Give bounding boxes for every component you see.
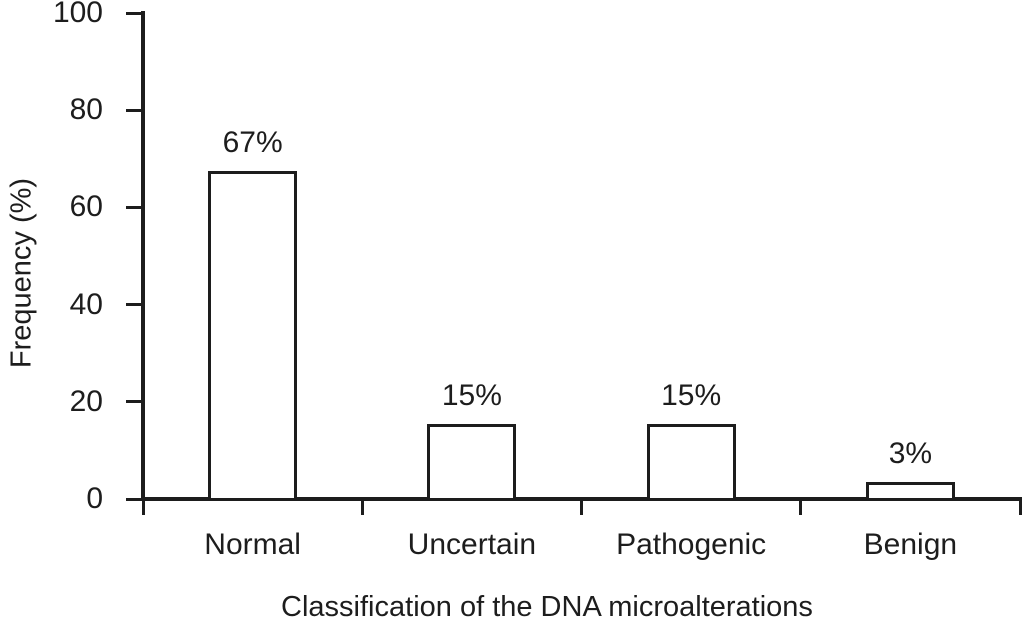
y-tick [126, 11, 143, 15]
x-tick [799, 497, 803, 515]
bar-value-label: 67% [222, 126, 283, 160]
category-label: Uncertain [407, 528, 537, 561]
x-tick [360, 497, 364, 515]
y-tick-label: 100 [52, 0, 103, 29]
x-tick [1018, 497, 1022, 515]
y-tick [126, 497, 143, 501]
x-tick [580, 497, 583, 515]
bar [208, 171, 298, 501]
bar-value-label: 3% [888, 437, 933, 471]
y-tick [126, 205, 143, 209]
plot-area: 0 20 40 60 80 100 67% Normal 15% Uncertain 15% Path… [53, 0, 1022, 561]
y-axis-line [141, 11, 145, 501]
category-label: Pathogenic [616, 528, 767, 561]
bar [646, 424, 736, 501]
x-tick [141, 497, 145, 515]
bar [865, 482, 955, 501]
category-label: Normal [204, 528, 301, 561]
y-tick [126, 108, 143, 112]
bar-value-label: 15% [441, 379, 502, 413]
category-label: Benign [863, 528, 958, 561]
y-tick-label: 60 [69, 190, 103, 224]
y-tick-label: 80 [69, 93, 103, 127]
y-tick [126, 303, 143, 307]
bar-value-label: 15% [661, 379, 722, 413]
y-tick-label: 20 [69, 384, 103, 418]
bar [427, 424, 517, 501]
y-tick-label: 0 [86, 482, 103, 515]
y-tick [126, 400, 143, 404]
y-tick-label: 40 [69, 287, 103, 321]
x-axis-title: Classification of the DNA microalteratio… [281, 591, 813, 623]
